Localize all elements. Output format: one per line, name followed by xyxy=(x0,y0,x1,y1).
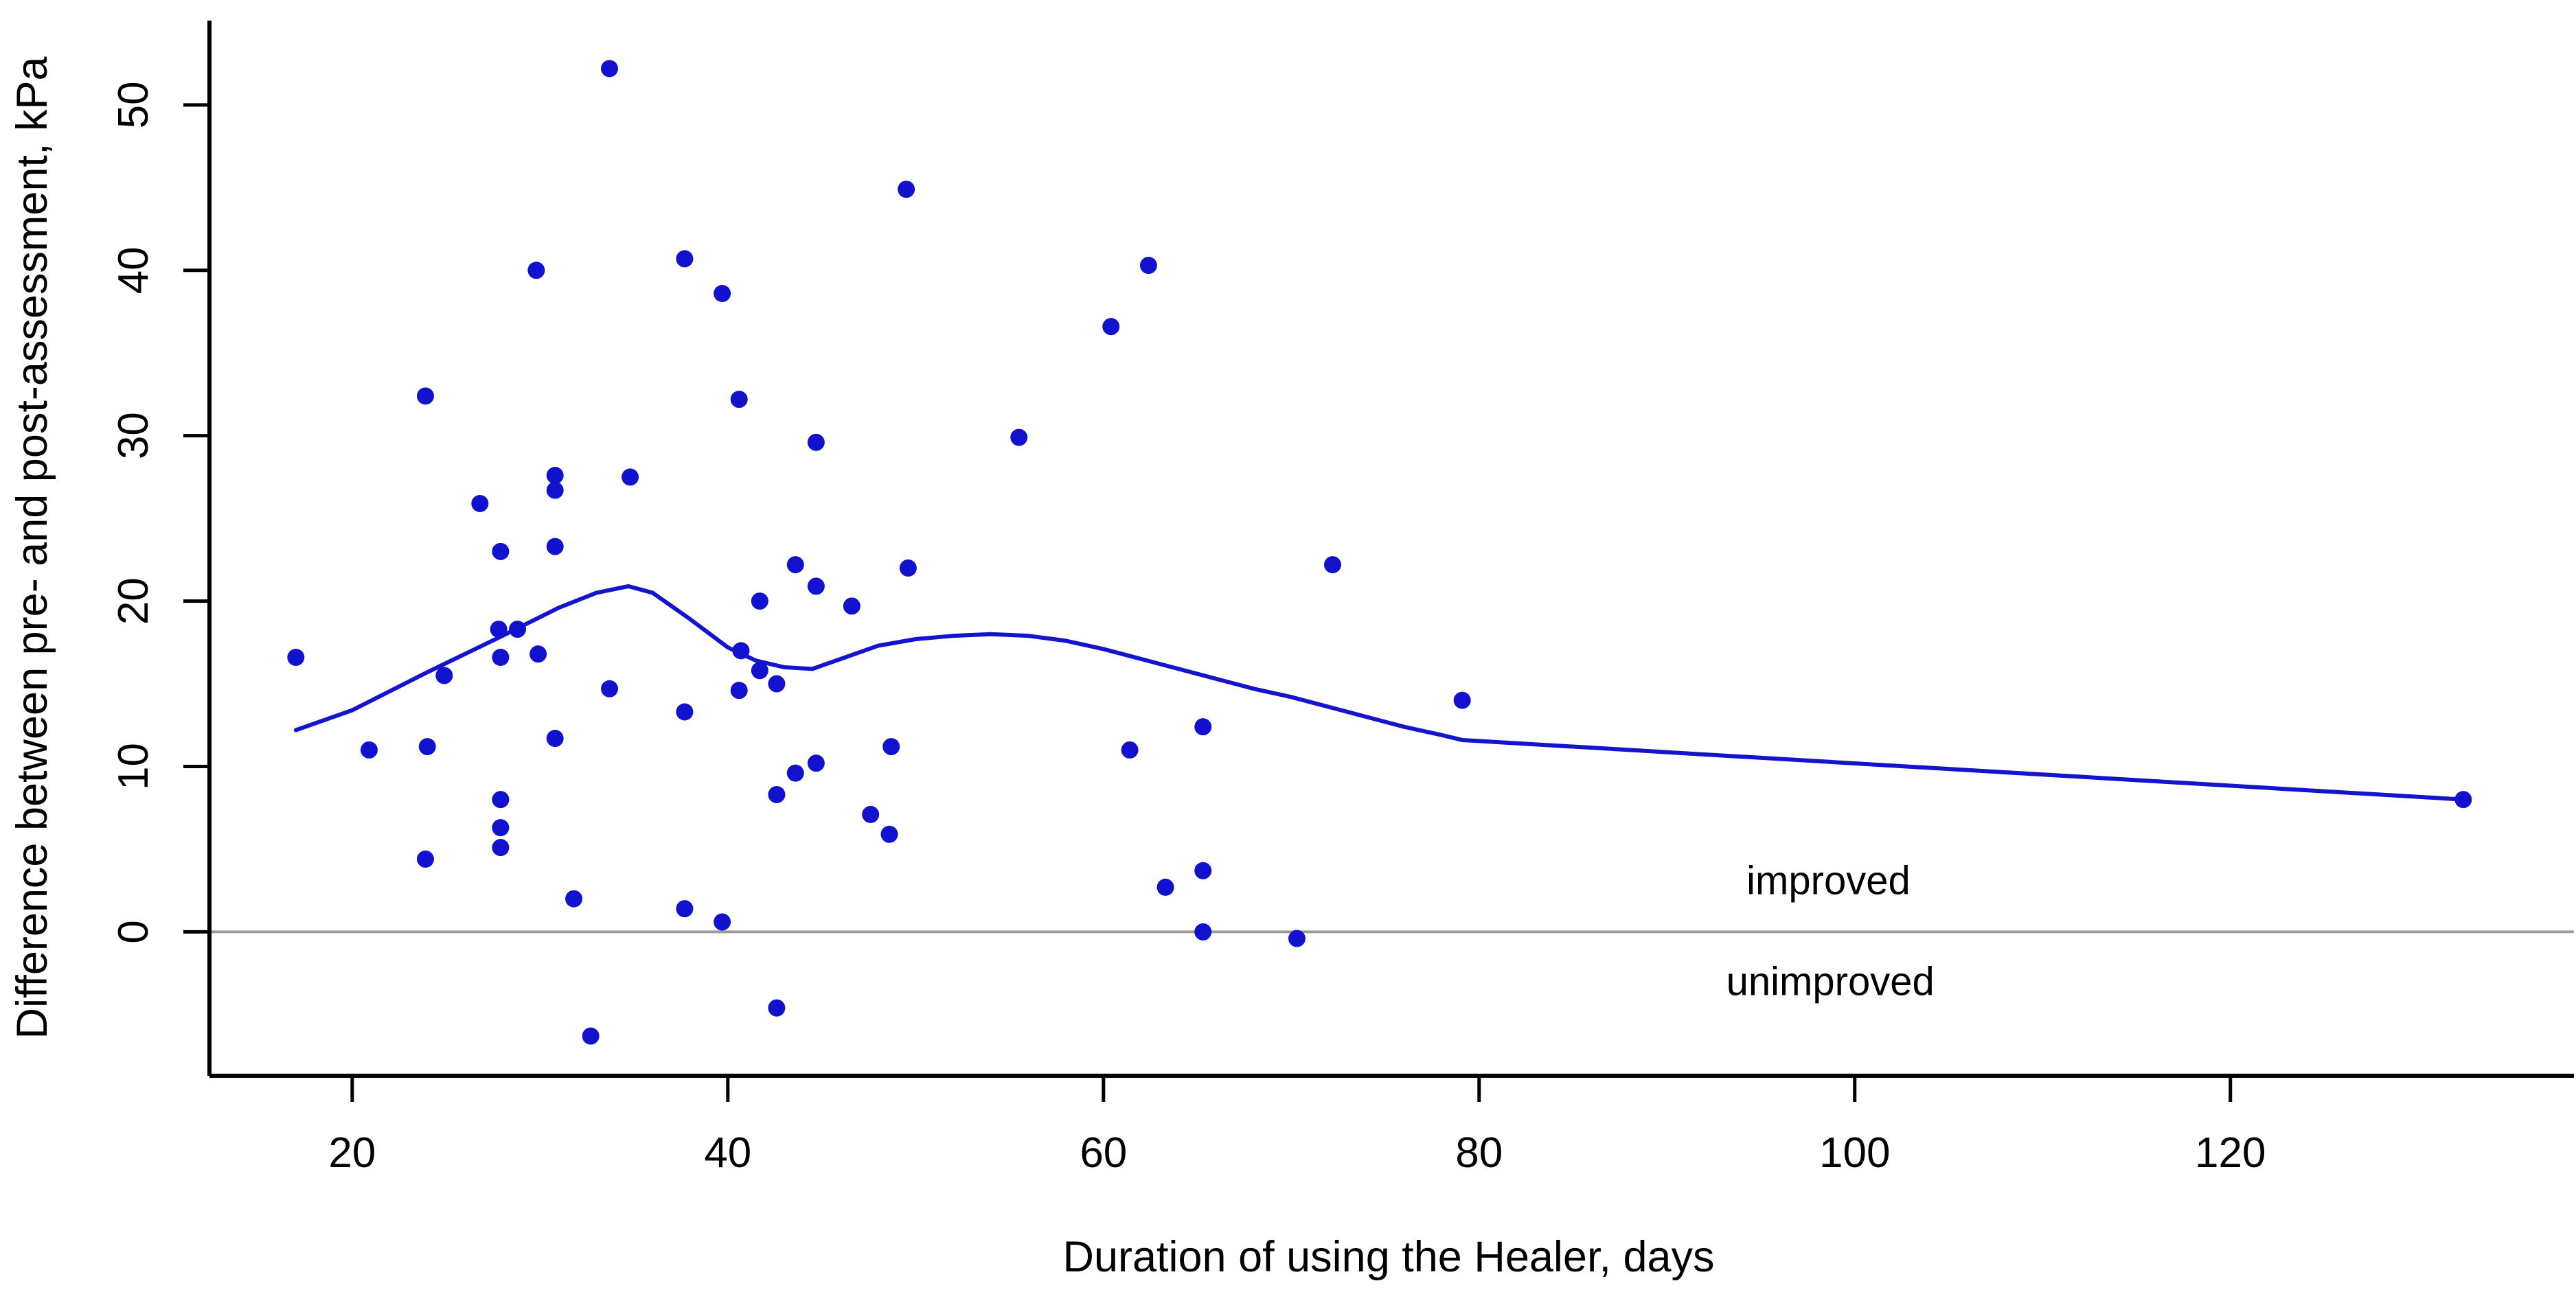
data-point xyxy=(862,805,880,823)
data-point xyxy=(582,1027,600,1045)
x-tick-label: 100 xyxy=(1819,1129,1890,1177)
data-point xyxy=(2454,791,2472,809)
data-point xyxy=(492,819,510,837)
data-point xyxy=(730,391,748,408)
data-point xyxy=(676,250,694,268)
data-point xyxy=(898,181,915,198)
data-point xyxy=(768,785,786,803)
data-point xyxy=(1139,257,1157,275)
data-point xyxy=(768,675,786,693)
data-point xyxy=(1323,556,1341,574)
data-point xyxy=(1194,862,1212,879)
y-tick-label: 50 xyxy=(110,81,157,128)
data-point xyxy=(882,738,900,756)
data-point xyxy=(807,577,825,595)
data-point xyxy=(527,262,545,279)
x-tick-label: 60 xyxy=(1080,1129,1127,1177)
x-axis-title: Duration of using the Healer, days xyxy=(1062,1233,1714,1281)
data-point xyxy=(492,839,510,857)
data-point xyxy=(714,285,731,302)
y-axis-title: Difference between pre- and post-assessm… xyxy=(8,56,56,1039)
data-point xyxy=(490,621,508,638)
data-point xyxy=(1102,318,1120,336)
data-point xyxy=(786,764,804,782)
data-point xyxy=(843,597,860,615)
y-tick-label: 10 xyxy=(110,743,157,790)
data-point xyxy=(417,850,435,868)
data-point xyxy=(492,542,510,560)
data-point xyxy=(622,468,639,486)
data-point xyxy=(676,703,694,721)
data-point xyxy=(768,999,786,1017)
data-point xyxy=(1288,930,1306,947)
y-axis: 0 10 20 30 40 50 xyxy=(110,21,212,1076)
data-point xyxy=(1453,691,1471,709)
data-point xyxy=(418,738,436,756)
data-point xyxy=(529,645,547,663)
data-point xyxy=(287,649,305,666)
data-point xyxy=(899,559,917,577)
data-point xyxy=(601,680,619,697)
annotation-label: improved xyxy=(1746,859,1911,903)
data-point xyxy=(751,662,768,680)
x-axis: 20 40 60 80 100 120 xyxy=(209,1074,2574,1177)
data-point xyxy=(1194,923,1212,941)
data-point xyxy=(880,825,898,843)
x-tick-label: 120 xyxy=(2195,1129,2266,1177)
data-point xyxy=(546,730,564,748)
data-point xyxy=(1121,741,1139,759)
data-point xyxy=(601,60,619,78)
data-point xyxy=(492,649,510,666)
data-point xyxy=(546,481,564,499)
loess-smooth-curve xyxy=(293,584,2465,802)
data-point xyxy=(1156,878,1174,896)
data-point xyxy=(751,592,768,610)
data-point xyxy=(714,913,731,931)
data-point xyxy=(807,433,825,451)
data-point xyxy=(360,741,378,759)
data-point xyxy=(492,791,510,809)
data-point xyxy=(435,667,453,684)
data-point xyxy=(807,754,825,772)
x-tick-label: 20 xyxy=(328,1129,376,1177)
y-tick-label: 20 xyxy=(110,577,157,625)
data-point xyxy=(732,642,750,660)
data-point xyxy=(417,387,435,405)
x-tick-label: 40 xyxy=(704,1129,751,1177)
data-point xyxy=(1010,428,1028,446)
plot-annotations: improved unimproved xyxy=(1726,859,1935,1004)
x-tick-label: 80 xyxy=(1455,1129,1503,1177)
data-point xyxy=(471,494,489,512)
y-tick-label: 40 xyxy=(110,246,157,294)
data-point xyxy=(546,467,564,484)
data-point xyxy=(565,890,583,908)
scatter-points xyxy=(287,60,2472,1045)
data-point xyxy=(546,538,564,555)
y-tick-label: 0 xyxy=(110,920,157,943)
data-point xyxy=(730,682,748,700)
y-tick-label: 30 xyxy=(110,412,157,459)
annotation-label: unimproved xyxy=(1726,960,1935,1004)
data-point xyxy=(676,900,694,918)
loess-curve-path xyxy=(293,584,2465,802)
data-point xyxy=(786,556,804,574)
data-point xyxy=(1194,718,1212,736)
data-point xyxy=(509,621,527,638)
